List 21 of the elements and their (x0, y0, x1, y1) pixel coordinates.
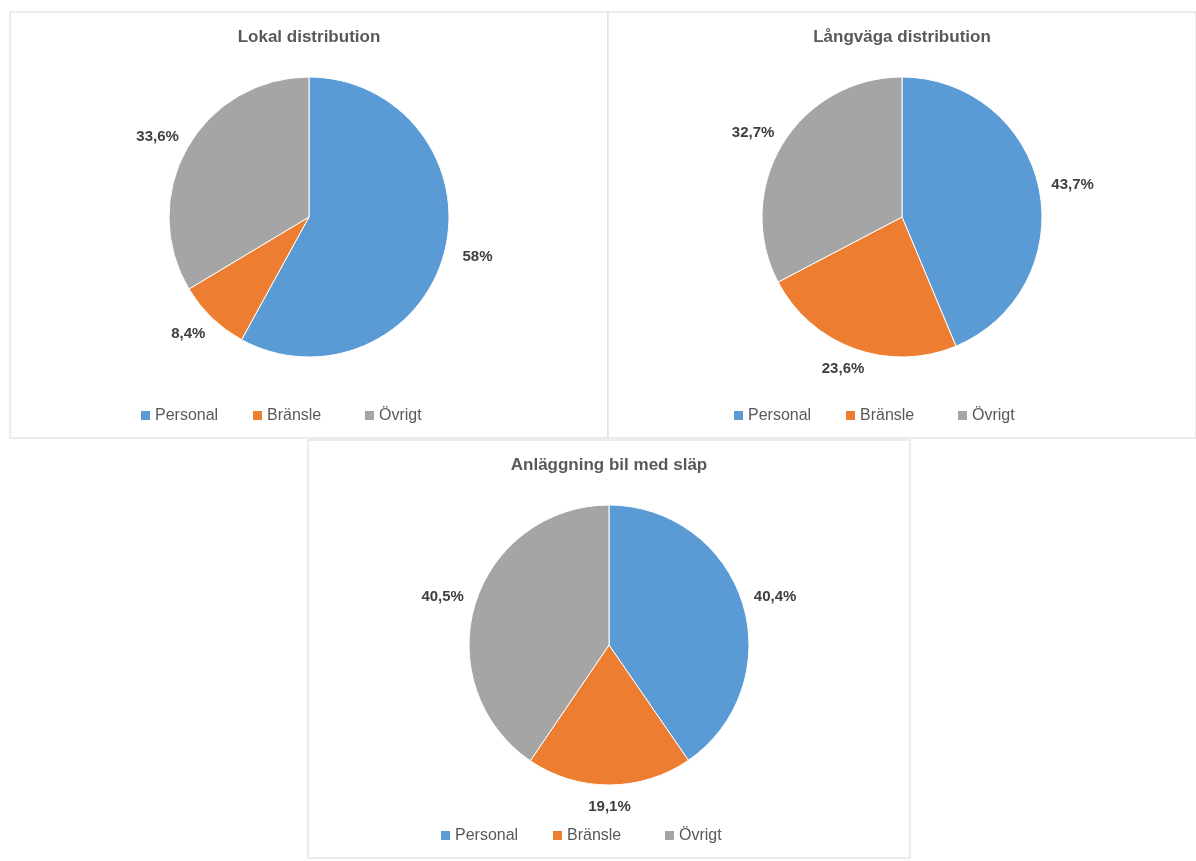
legend-label: Övrigt (972, 406, 1016, 424)
data-label: 40,5% (421, 587, 464, 605)
legend-label: Bränsle (267, 406, 322, 424)
data-label: 23,6% (821, 359, 865, 377)
data-label: 40,4% (753, 586, 797, 604)
legend-label: Bränsle (567, 826, 622, 844)
data-label: 8,4% (171, 323, 206, 341)
legend-label: Personal (748, 406, 812, 424)
data-label: 32,7% (731, 123, 775, 141)
data-label: 58% (462, 247, 493, 265)
data-label: 43,7% (1051, 175, 1094, 193)
chart-title: Anläggning bil med släp (510, 455, 708, 474)
legend-label: Personal (455, 826, 519, 844)
legend-label: Övrigt (679, 826, 723, 844)
data-label: 19,1% (588, 796, 631, 814)
legend-label: Bränsle (860, 406, 915, 424)
data-label: 33,6% (136, 127, 179, 145)
chart-title: Lokal distribution (237, 27, 381, 46)
legend-label: Övrigt (379, 406, 423, 424)
legend-label: Personal (155, 406, 219, 424)
chart-title: Långväga distribution (813, 27, 991, 46)
